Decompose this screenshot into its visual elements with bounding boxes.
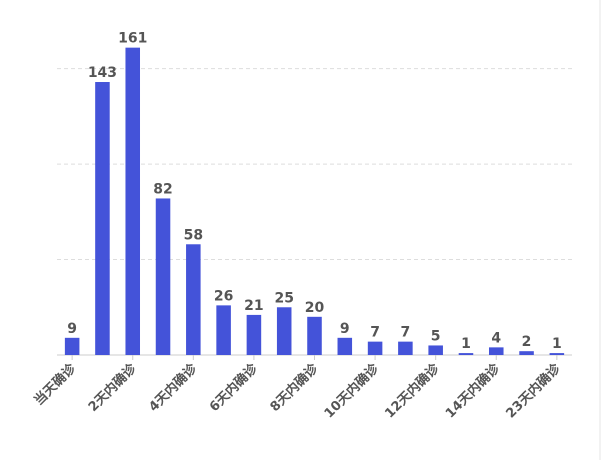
bar [307, 316, 322, 355]
value-label: 82 [153, 181, 172, 197]
bar [246, 314, 262, 355]
value-label: 1 [461, 336, 471, 352]
bar [186, 244, 201, 355]
value-label: 161 [118, 31, 147, 47]
bar [95, 82, 110, 355]
bar [428, 345, 443, 355]
value-label: 25 [274, 290, 293, 306]
bar [549, 353, 565, 355]
x-tick-label: 12天内确诊 [382, 360, 444, 422]
x-tick-label: 14天内确诊 [442, 360, 504, 422]
bar [64, 337, 80, 355]
x-tick-label: 2天内确诊 [85, 360, 140, 415]
bar [398, 341, 413, 355]
x-tick-label: 8天内确诊 [267, 360, 322, 415]
value-label: 7 [401, 325, 411, 341]
value-label: 26 [214, 288, 233, 304]
bar [337, 337, 353, 355]
x-tick-label: 6天内确诊 [206, 360, 261, 415]
value-label: 20 [305, 300, 325, 316]
value-label: 2 [522, 334, 532, 350]
bar [276, 307, 292, 355]
bar [125, 47, 141, 355]
value-label: 143 [88, 65, 117, 81]
x-tick-label: 4天内确诊 [146, 360, 201, 415]
x-tick-label: 23天内确诊 [503, 360, 565, 422]
x-tick-label: 当天确诊 [31, 360, 80, 409]
value-label: 1 [552, 336, 562, 352]
value-label: 9 [340, 321, 350, 337]
value-label: 9 [67, 321, 77, 337]
bar [458, 353, 474, 355]
value-label: 21 [244, 298, 263, 314]
value-label: 5 [431, 328, 441, 344]
bar [519, 351, 534, 355]
bar [488, 347, 504, 355]
bar [216, 305, 231, 355]
value-label: 7 [370, 325, 380, 341]
bar [155, 198, 171, 355]
value-label: 58 [184, 227, 203, 243]
x-tick-label: 10天内确诊 [321, 360, 383, 422]
bar [367, 341, 383, 355]
value-label: 4 [491, 330, 501, 346]
